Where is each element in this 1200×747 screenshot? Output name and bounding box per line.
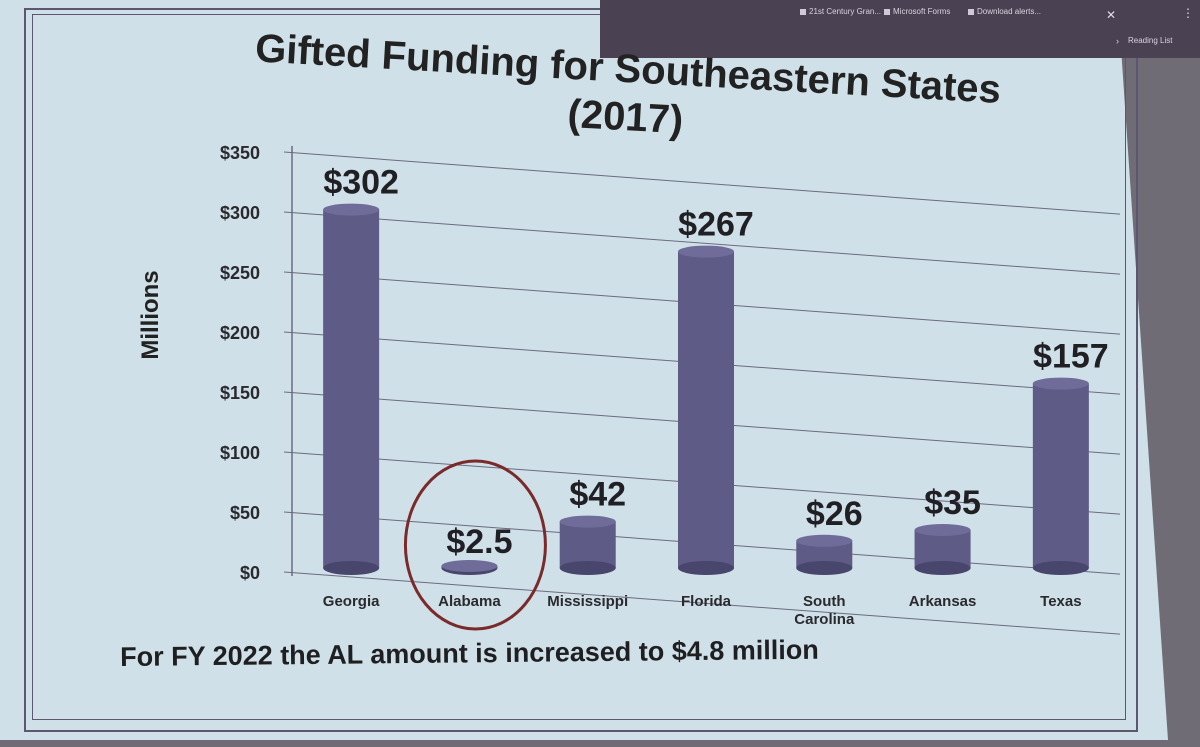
reading-list-button[interactable]: Reading List xyxy=(1128,36,1173,45)
tab-favicon-icon xyxy=(968,8,974,15)
bar-base xyxy=(678,561,734,575)
close-icon[interactable]: ✕ xyxy=(1106,8,1117,22)
x-tick-label: Texas xyxy=(1040,593,1081,610)
x-tick-label: South xyxy=(803,593,846,610)
bar-top xyxy=(914,524,971,536)
gridline xyxy=(283,151,1121,215)
bar-top xyxy=(441,560,498,572)
bar-base xyxy=(323,561,380,575)
x-tick-label: Carolina xyxy=(794,611,855,628)
bar-top xyxy=(678,245,734,258)
bar xyxy=(678,251,734,568)
y-tick-label: $50 xyxy=(230,503,260,523)
x-tick-label: Alabama xyxy=(438,593,501,610)
browser-tab[interactable]: Microsoft Forms xyxy=(880,6,954,18)
y-tick-label: $100 xyxy=(220,443,260,463)
chevron-right-icon[interactable]: › xyxy=(1116,36,1119,46)
y-tick-label: $350 xyxy=(220,143,260,163)
bar xyxy=(1032,383,1089,568)
slide-border-inner xyxy=(32,14,1126,720)
bar-base xyxy=(796,561,853,575)
data-label: $157 xyxy=(1033,338,1109,376)
y-tick-label: $300 xyxy=(220,203,260,223)
bar-base xyxy=(914,561,971,575)
browser-tab[interactable]: Download alerts... xyxy=(964,6,1045,18)
x-tick-label: Florida xyxy=(681,593,732,610)
gridline xyxy=(283,571,1121,635)
slide-border xyxy=(24,8,1138,732)
more-menu-icon[interactable]: ⋮ xyxy=(1182,6,1194,20)
y-tick-label: $200 xyxy=(220,323,260,343)
y-tick-label: $0 xyxy=(240,563,260,583)
x-tick-label: Mississippi xyxy=(547,593,628,610)
bar-top xyxy=(559,515,616,528)
bar-top xyxy=(796,534,853,547)
x-tick-label: Georgia xyxy=(323,593,380,610)
gridline xyxy=(283,211,1121,275)
bar xyxy=(323,209,380,568)
tab-favicon-icon xyxy=(800,8,806,15)
data-label: $26 xyxy=(806,495,863,533)
data-label: $2.5 xyxy=(446,523,512,561)
y-axis-label: Millions xyxy=(137,270,164,359)
browser-tab-bar: 21st Century Gran... Microsoft Forms Dow… xyxy=(600,0,1200,58)
data-label: $267 xyxy=(678,206,754,244)
x-tick-label: Arkansas xyxy=(909,593,977,610)
tab-favicon-icon xyxy=(884,8,890,15)
bar-top xyxy=(323,203,380,216)
bar-top xyxy=(1032,377,1089,390)
browser-tab[interactable]: 21st Century Gran... xyxy=(796,6,885,18)
bar-base xyxy=(559,561,616,575)
bar-base xyxy=(1032,561,1089,575)
y-tick-label: $250 xyxy=(220,263,260,283)
slide-background xyxy=(0,0,1168,740)
highlight-circle xyxy=(403,459,547,631)
data-label: $35 xyxy=(924,484,981,522)
data-label: $302 xyxy=(323,164,399,202)
y-tick-label: $150 xyxy=(220,383,260,403)
data-label: $42 xyxy=(569,476,626,514)
bar xyxy=(559,521,616,568)
